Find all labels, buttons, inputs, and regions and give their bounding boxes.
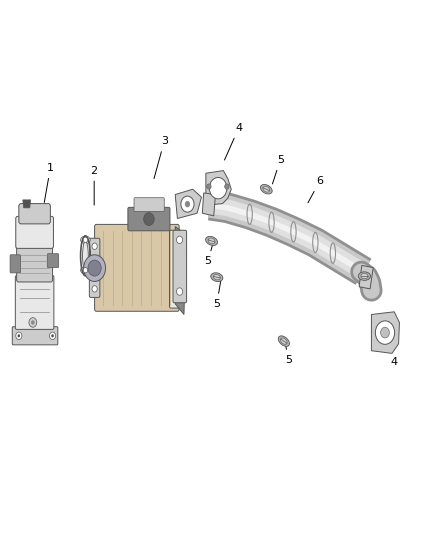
Ellipse shape — [81, 236, 90, 244]
Ellipse shape — [278, 336, 290, 346]
Text: 4: 4 — [386, 338, 398, 367]
Circle shape — [83, 237, 88, 243]
Circle shape — [18, 334, 20, 337]
Polygon shape — [371, 312, 399, 353]
Polygon shape — [206, 171, 231, 205]
Polygon shape — [175, 227, 186, 314]
Ellipse shape — [261, 184, 272, 194]
FancyBboxPatch shape — [47, 254, 59, 268]
FancyBboxPatch shape — [10, 255, 21, 273]
Polygon shape — [359, 265, 373, 289]
Circle shape — [375, 321, 395, 344]
FancyBboxPatch shape — [95, 224, 179, 311]
Circle shape — [92, 243, 97, 249]
Polygon shape — [175, 189, 201, 219]
Circle shape — [177, 236, 183, 244]
Circle shape — [84, 255, 106, 281]
Text: 3: 3 — [154, 136, 168, 179]
Polygon shape — [23, 200, 31, 208]
FancyBboxPatch shape — [89, 238, 100, 297]
Ellipse shape — [208, 238, 215, 244]
Circle shape — [181, 196, 194, 212]
Circle shape — [207, 184, 211, 189]
Ellipse shape — [211, 273, 223, 281]
Text: 5: 5 — [285, 341, 293, 365]
Text: 6: 6 — [308, 176, 323, 203]
Circle shape — [16, 332, 22, 340]
FancyBboxPatch shape — [12, 327, 58, 345]
Circle shape — [51, 334, 54, 337]
Circle shape — [92, 286, 97, 292]
Circle shape — [88, 260, 101, 276]
Text: 4: 4 — [225, 123, 242, 160]
Ellipse shape — [81, 266, 90, 274]
Text: 5: 5 — [205, 240, 214, 266]
Circle shape — [49, 332, 56, 340]
Text: 5: 5 — [213, 281, 221, 309]
Ellipse shape — [281, 338, 287, 344]
Text: 5: 5 — [272, 155, 284, 184]
Ellipse shape — [358, 272, 371, 280]
Circle shape — [31, 320, 35, 325]
FancyBboxPatch shape — [19, 204, 50, 224]
Circle shape — [83, 268, 88, 273]
FancyBboxPatch shape — [16, 216, 53, 248]
Ellipse shape — [213, 274, 220, 280]
Ellipse shape — [205, 236, 218, 246]
FancyBboxPatch shape — [17, 243, 53, 282]
Ellipse shape — [361, 273, 368, 279]
Circle shape — [209, 177, 227, 199]
Circle shape — [225, 184, 229, 189]
FancyBboxPatch shape — [15, 276, 54, 329]
Ellipse shape — [263, 187, 270, 192]
Circle shape — [144, 213, 154, 225]
FancyBboxPatch shape — [173, 230, 187, 303]
Circle shape — [381, 327, 389, 338]
FancyBboxPatch shape — [170, 230, 180, 308]
FancyBboxPatch shape — [134, 198, 164, 212]
Ellipse shape — [82, 241, 88, 271]
Polygon shape — [202, 193, 215, 216]
Text: 1: 1 — [44, 163, 54, 203]
Circle shape — [185, 201, 190, 207]
Circle shape — [177, 288, 183, 295]
FancyBboxPatch shape — [128, 207, 170, 231]
Circle shape — [29, 318, 37, 327]
Text: 2: 2 — [91, 166, 98, 205]
